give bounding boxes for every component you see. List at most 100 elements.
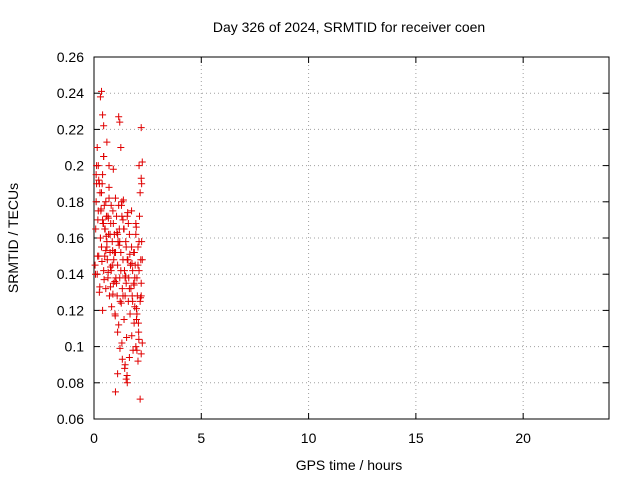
- data-point: [100, 267, 108, 275]
- data-point: [109, 247, 117, 255]
- data-point: [99, 171, 107, 179]
- data-point: [118, 339, 126, 347]
- data-point: [114, 328, 122, 336]
- data-point: [135, 335, 143, 343]
- data-point: [96, 234, 104, 242]
- data-point: [126, 250, 134, 258]
- data-point: [131, 274, 139, 282]
- data-point: [125, 285, 133, 293]
- data-point: [137, 350, 145, 358]
- data-point: [125, 230, 133, 238]
- data-point: [116, 344, 124, 352]
- data-point: [115, 321, 123, 329]
- data-point: [123, 256, 131, 264]
- y-tick-label: 0.06: [57, 411, 84, 427]
- data-point: [138, 339, 146, 347]
- data-point: [102, 247, 110, 255]
- y-tick-label: 0.26: [57, 49, 84, 65]
- plot-frame: [93, 56, 610, 420]
- x-tick-label: 20: [515, 430, 531, 446]
- data-point: [128, 207, 136, 215]
- data-point: [92, 198, 100, 206]
- data-point: [134, 319, 142, 327]
- data-point: [100, 153, 108, 161]
- data-point: [98, 189, 106, 197]
- data-point: [103, 256, 111, 264]
- data-point: [98, 258, 106, 266]
- x-axis-label: GPS time / hours: [296, 457, 403, 473]
- data-point: [110, 256, 118, 264]
- data-point: [100, 122, 108, 130]
- data-point: [102, 198, 110, 206]
- data-point: [119, 216, 127, 224]
- y-tick-label: 0.24: [57, 85, 84, 101]
- data-point: [116, 118, 124, 126]
- data-point: [99, 111, 107, 119]
- data-point: [113, 229, 121, 237]
- data-point: [115, 113, 123, 121]
- data-point: [91, 261, 99, 269]
- data-point: [107, 267, 115, 275]
- data-points: [91, 87, 146, 403]
- data-point: [131, 303, 139, 311]
- data-point: [105, 292, 113, 300]
- data-point: [122, 243, 130, 251]
- data-point: [132, 223, 140, 231]
- data-point: [116, 297, 124, 305]
- data-point: [99, 220, 107, 228]
- data-point: [137, 294, 145, 302]
- x-tick-label: 10: [301, 430, 317, 446]
- data-point: [137, 124, 145, 132]
- data-point: [101, 225, 109, 233]
- data-point: [117, 299, 125, 307]
- y-tick-label: 0.1: [65, 339, 85, 355]
- data-point: [137, 174, 145, 182]
- data-point: [118, 285, 126, 293]
- data-point: [122, 272, 130, 280]
- data-point: [113, 279, 121, 287]
- data-point: [105, 194, 113, 202]
- data-point: [118, 198, 126, 206]
- y-tick-label: 0.2: [65, 158, 85, 174]
- data-point: [93, 162, 101, 170]
- data-point: [134, 261, 142, 269]
- data-point: [135, 267, 143, 275]
- data-point: [120, 315, 128, 323]
- data-point: [119, 196, 127, 204]
- y-tick-label: 0.08: [57, 375, 84, 391]
- data-point: [93, 144, 101, 151]
- data-point: [135, 162, 143, 170]
- data-point: [138, 256, 146, 264]
- x-tick-label: 5: [197, 430, 205, 446]
- data-point: [120, 225, 128, 233]
- data-point: [133, 346, 141, 354]
- grid-lines: [94, 57, 609, 419]
- y-tick-label: 0.16: [57, 230, 84, 246]
- data-point: [129, 297, 137, 305]
- data-point: [92, 270, 100, 278]
- y-axis-label: SRMTID / TECUs: [5, 183, 21, 293]
- data-point: [106, 230, 114, 238]
- data-point: [122, 279, 130, 287]
- data-point: [95, 176, 103, 184]
- data-point: [105, 183, 113, 191]
- tick-labels: 0.06 0.08 0.1 0.12 0.14 0.16 0.18 0.2 0.22 0.24 0.…: [57, 49, 531, 446]
- data-point: [121, 361, 129, 369]
- data-point: [102, 232, 110, 240]
- data-point: [117, 248, 125, 256]
- data-point: [115, 201, 123, 209]
- data-point: [92, 171, 100, 179]
- data-point: [109, 290, 117, 298]
- data-point: [122, 375, 130, 383]
- data-point: [134, 357, 142, 365]
- data-point: [107, 283, 115, 291]
- data-point: [100, 276, 108, 284]
- data-point: [137, 279, 145, 287]
- data-point: [136, 189, 144, 197]
- data-point: [109, 220, 117, 228]
- data-point: [134, 243, 142, 251]
- data-point: [107, 263, 115, 271]
- data-point: [108, 261, 116, 269]
- data-point: [137, 292, 145, 300]
